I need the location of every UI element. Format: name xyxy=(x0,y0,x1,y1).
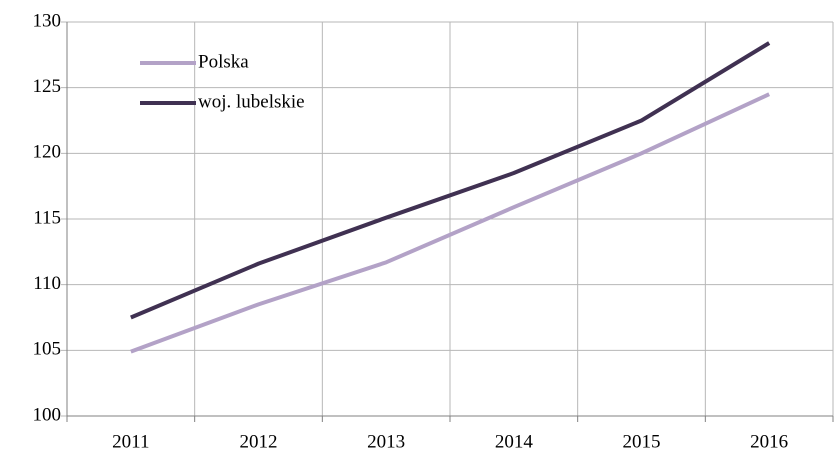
legend-label: woj. lubelskie xyxy=(198,91,305,112)
y-tick-label: 100 xyxy=(33,404,62,425)
x-tick-label: 2013 xyxy=(367,431,405,452)
y-tick-label: 115 xyxy=(33,207,61,228)
legend-label: Polska xyxy=(198,51,249,72)
series-line xyxy=(130,41,771,320)
y-tick-label: 105 xyxy=(33,339,62,360)
y-tick-label: 120 xyxy=(33,142,62,163)
y-tick-label: 130 xyxy=(33,10,62,31)
series-line xyxy=(130,92,771,354)
y-tick-label: 110 xyxy=(33,273,61,294)
x-tick-label: 2016 xyxy=(750,431,788,452)
x-tick-label: 2012 xyxy=(240,431,278,452)
x-tick-label: 2014 xyxy=(495,431,534,452)
y-tick-label: 125 xyxy=(33,76,62,97)
x-tick-label: 2015 xyxy=(623,431,661,452)
x-tick-label: 2011 xyxy=(112,431,149,452)
